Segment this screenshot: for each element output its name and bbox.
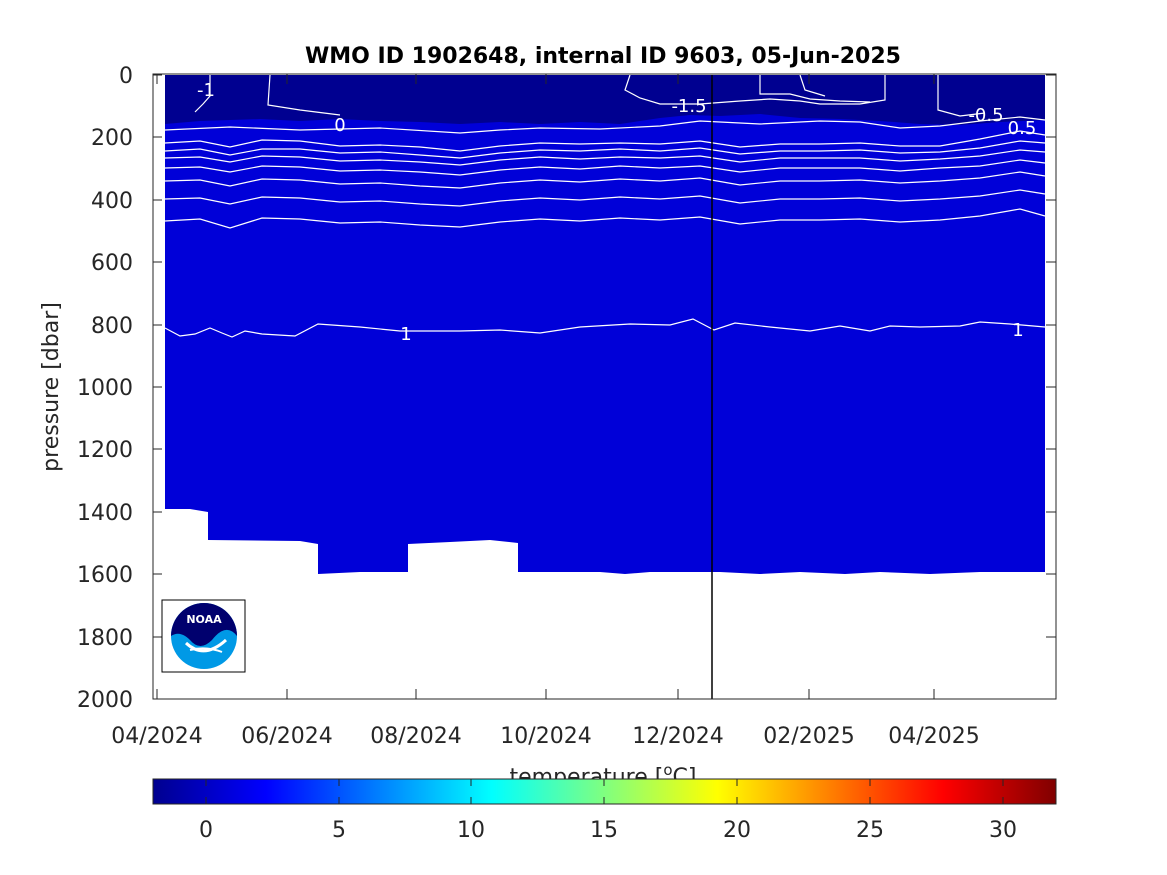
x-tick-label: 04/2024: [111, 724, 202, 749]
y-tick-labels: 0 200 400 600 800 1000 1200 1400 1600 18…: [77, 64, 133, 713]
y-tick-label: 1600: [77, 563, 133, 588]
y-tick-label: 1000: [77, 376, 133, 401]
x-tick-label: 12/2024: [632, 724, 723, 749]
colorbar-tick-label: 0: [199, 818, 213, 843]
x-tick-label: 04/2025: [888, 724, 979, 749]
contour-minus-0.5: [164, 116, 1046, 134]
colorbar-tick-label: 5: [332, 818, 346, 843]
x-tick-label: 06/2024: [241, 724, 332, 749]
contour-minus-1-right: [937, 75, 986, 117]
y-tick-label: 1200: [77, 438, 133, 463]
surface-cold-layer: [165, 75, 1045, 125]
y-tick-label: 1400: [77, 501, 133, 526]
contour-label: 1: [1012, 320, 1023, 341]
contour-label: 0.5: [1008, 118, 1037, 139]
contour-deep-5: [164, 208, 1046, 229]
noaa-logo: NOAA: [161, 599, 246, 673]
colorbar-tick-label: 25: [856, 818, 884, 843]
x-tick-label: 08/2024: [370, 724, 461, 749]
contour-minus-1-upper: [194, 75, 211, 113]
contour-minus-1.5-inner2: [799, 74, 826, 97]
contour-minus-1.5: [624, 74, 886, 105]
contour-label: 1: [400, 324, 411, 345]
x-tick-labels: 04/2024 06/2024 08/2024 10/2024 12/2024 …: [111, 724, 979, 749]
contour-0: [164, 140, 1046, 159]
contour-label: -1: [197, 80, 215, 101]
colorbar-tick-label: 10: [457, 818, 485, 843]
noaa-logo-text: NOAA: [186, 613, 222, 626]
y-tick-label: 200: [91, 126, 133, 151]
y-tick-label: 800: [91, 314, 133, 339]
contour-minus-1.5-inner: [759, 75, 871, 103]
contour-label: -0.5: [968, 105, 1003, 126]
y-axis: [153, 74, 1056, 638]
colorbar-tick-labels: 0 5 10 15 20 25 30: [199, 818, 1017, 843]
contour-deep-4: [164, 189, 1046, 207]
colorbar-tick-label: 20: [723, 818, 751, 843]
y-tick-label: 400: [91, 189, 133, 214]
contour-label: 0: [334, 115, 345, 136]
x-axis: [156, 74, 935, 699]
y-tick-label: 0: [119, 64, 133, 89]
deep-water-fill: [165, 75, 1045, 574]
y-axis-label: pressure [dbar]: [39, 302, 64, 472]
y-tick-label: 600: [91, 251, 133, 276]
contour-deep-3: [164, 171, 1046, 189]
y-tick-label: 1800: [77, 626, 133, 651]
x-tick-label: 02/2025: [763, 724, 854, 749]
chart-title: WMO ID 1902648, internal ID 9603, 05-Jun…: [305, 44, 901, 69]
y-tick-label: 2000: [77, 688, 133, 713]
contour-1: [164, 318, 1046, 338]
contour-minus-1.5-inner3: [267, 74, 341, 116]
colorbar-tick-label: 15: [590, 818, 618, 843]
contour-0.5: [164, 130, 1046, 152]
colorbar-tick-label: 30: [989, 818, 1017, 843]
contour-deep-1: [164, 149, 1046, 166]
contour-lines: [164, 74, 1046, 338]
contour-label: -1.5: [671, 96, 706, 117]
x-tick-label: 10/2024: [500, 724, 591, 749]
temperature-field: [165, 75, 1045, 574]
colorbar-ticks: [205, 779, 1004, 804]
contour-deep-2: [164, 159, 1046, 176]
